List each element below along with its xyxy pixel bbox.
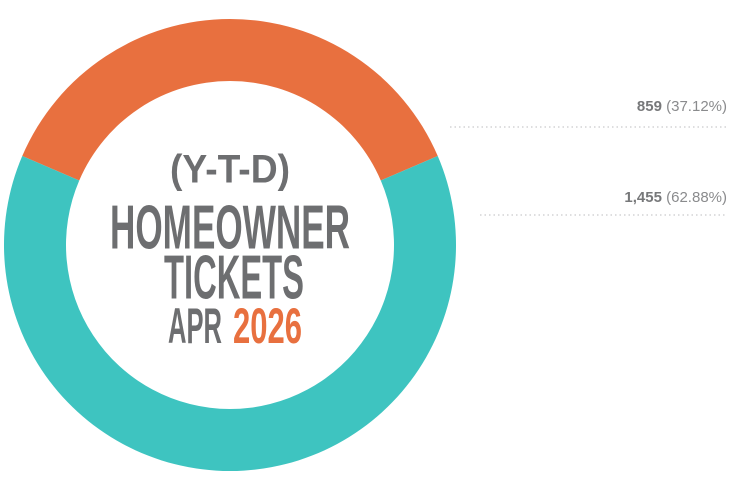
donut-slice [22, 18, 438, 181]
donut [3, 18, 457, 472]
slice-percent-label: (62.88%) [666, 189, 727, 206]
slice-value-label: 1,455 [624, 189, 662, 206]
center-title-line: (Y-T-D) [170, 148, 290, 192]
donut-slice [3, 156, 457, 472]
center-title-line: HOMEOWNER [110, 193, 350, 262]
center-year: 2026 [233, 298, 302, 354]
slice-percent-label: (37.12%) [666, 98, 727, 115]
slice-label: 859 (37.12%) [637, 98, 727, 115]
center-title-line: TICKETS [164, 243, 304, 312]
slice-value-label: 859 [637, 98, 662, 115]
center-period: APR [168, 298, 222, 354]
slice-label: 1,455 (62.88%) [624, 189, 727, 206]
